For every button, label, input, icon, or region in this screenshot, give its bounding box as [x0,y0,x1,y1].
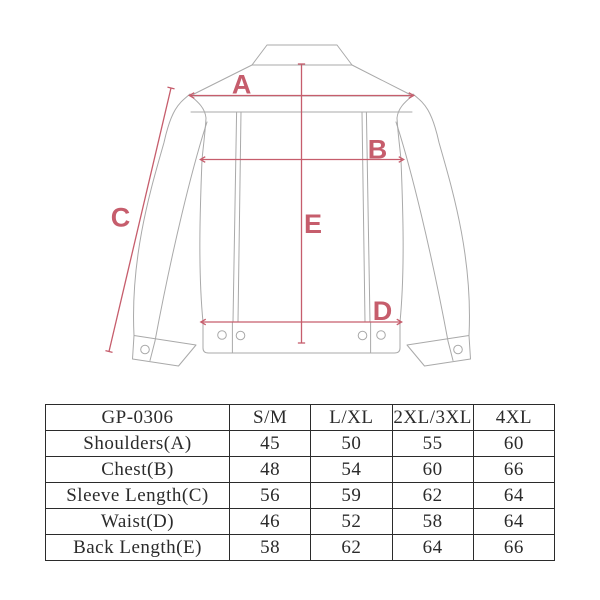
svg-text:A: A [232,70,252,100]
svg-text:D: D [373,296,393,326]
svg-text:E: E [304,209,322,239]
svg-text:C: C [111,202,131,232]
svg-text:B: B [368,135,388,165]
